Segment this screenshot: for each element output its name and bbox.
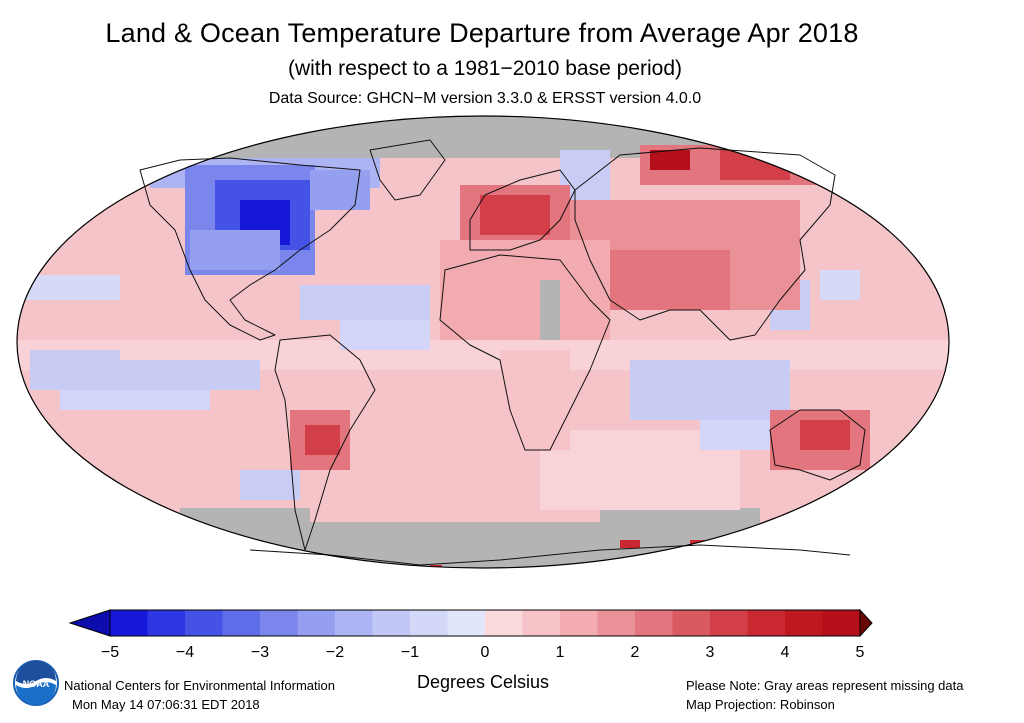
scale-extend-high xyxy=(859,608,873,638)
scale-swatch xyxy=(747,610,786,636)
scale-swatch xyxy=(447,610,486,636)
greenland-outline xyxy=(369,139,446,201)
world-anomaly-map xyxy=(16,115,950,569)
antarctic-missing-area xyxy=(17,522,949,568)
scale-tick-label: 4 xyxy=(780,644,790,661)
missing-data-note: Please Note: Gray areas represent missin… xyxy=(686,678,964,693)
footer-right: Please Note: Gray areas represent missin… xyxy=(686,676,963,714)
scale-swatch xyxy=(260,610,298,636)
arctic-missing-area xyxy=(17,116,949,158)
projection-note: Map Projection: Robinson xyxy=(686,697,835,712)
scale-swatch xyxy=(710,610,748,636)
scale-swatch xyxy=(785,610,823,636)
scale-swatch xyxy=(560,610,598,636)
footer-left: National Centers for Environmental Infor… xyxy=(64,676,335,714)
scale-swatch xyxy=(297,610,336,636)
scale-border xyxy=(109,609,861,637)
scale-tick-label: −3 xyxy=(250,644,270,661)
scale-swatch xyxy=(597,610,636,636)
scale-swatch xyxy=(185,610,223,636)
scale-swatch xyxy=(410,610,448,636)
data-source: Data Source: GHCN−M version 3.3.0 & ERSS… xyxy=(268,90,702,107)
scale-tick-label: −4 xyxy=(175,644,195,661)
scale-swatch xyxy=(147,610,186,636)
scale-swatch xyxy=(522,610,561,636)
scale-tick-label: 2 xyxy=(630,644,640,661)
logo-text: NOAA xyxy=(23,679,50,689)
scale-tick-label: −2 xyxy=(325,644,345,661)
scale-tick-label: 0 xyxy=(480,644,490,661)
coastlines xyxy=(139,139,866,566)
scale-swatch xyxy=(222,610,261,636)
africa-outline xyxy=(439,254,611,451)
timestamp: Mon May 14 07:06:31 EDT 2018 xyxy=(72,697,260,712)
europe-outline xyxy=(469,169,576,251)
scale-tick-label: 1 xyxy=(555,644,565,661)
scale-swatch xyxy=(635,610,673,636)
scale-swatch xyxy=(822,610,861,636)
map-title: Land & Ocean Temperature Departure from … xyxy=(105,18,859,48)
org-name: National Centers for Environmental Infor… xyxy=(64,678,335,693)
scale-swatch xyxy=(335,610,373,636)
scale-swatch xyxy=(672,610,711,636)
scale-swatch xyxy=(372,610,411,636)
asia-outline xyxy=(574,147,836,341)
color-scale-bar xyxy=(68,608,873,638)
cool-region-pacific xyxy=(30,350,120,390)
noaa-logo-icon: NOAA xyxy=(13,660,59,706)
scale-swatch xyxy=(110,610,148,636)
scale-tick-label: 5 xyxy=(855,644,865,661)
australia-outline xyxy=(769,409,866,481)
units-label: Degrees Celsius xyxy=(416,672,550,692)
scale-tick-label: −1 xyxy=(400,644,420,661)
antarctica-outline xyxy=(249,544,851,566)
south-america-outline xyxy=(274,334,376,551)
map-subtitle: (with respect to a 1981−2010 base period… xyxy=(287,57,682,80)
north-america-outline xyxy=(139,157,361,341)
scale-swatch xyxy=(485,610,523,636)
warm-anomaly-europe xyxy=(480,195,550,235)
scale-tick-label: −5 xyxy=(100,644,120,661)
globe-border xyxy=(16,115,950,569)
scale-extend-low xyxy=(68,609,111,637)
scale-tick-label: 3 xyxy=(705,644,715,661)
